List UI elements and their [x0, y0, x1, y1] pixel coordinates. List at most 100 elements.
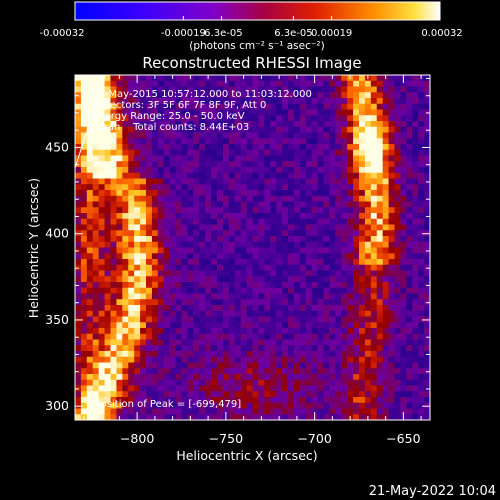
heatmap-cell	[234, 253, 242, 260]
heatmap-cell	[246, 379, 254, 387]
heatmap-cell	[394, 345, 402, 352]
heatmap-cell	[187, 184, 194, 191]
heatmap-cell	[341, 374, 348, 381]
heatmap-cell	[376, 190, 384, 197]
heatmap-cell	[329, 259, 336, 266]
heatmap-cell	[228, 374, 236, 381]
heatmap-cell	[406, 316, 413, 323]
heatmap-cell	[122, 155, 129, 162]
heatmap-cell	[122, 213, 129, 220]
heatmap-cell	[282, 190, 289, 197]
heatmap-cell	[293, 287, 301, 295]
heatmap-cell	[364, 264, 372, 272]
heatmap-cell	[80, 408, 88, 415]
heatmap-cell	[400, 264, 407, 272]
heatmap-cell	[364, 207, 372, 214]
heatmap-cell	[252, 167, 260, 174]
heatmap-cell	[199, 207, 206, 214]
heatmap-cell	[382, 264, 390, 272]
heatmap-cell	[317, 305, 325, 312]
heatmap-cell	[359, 184, 366, 191]
heatmap-cell	[364, 374, 372, 381]
heatmap-cell	[228, 161, 236, 168]
heatmap-cell	[288, 230, 295, 237]
heatmap-cell	[86, 230, 94, 237]
heatmap-cell	[80, 259, 88, 266]
heatmap-cell	[116, 322, 123, 329]
heatmap-cell	[305, 264, 313, 272]
heatmap-cell	[400, 121, 407, 128]
heatmap-cell	[264, 115, 271, 122]
heatmap-cell	[376, 299, 384, 306]
heatmap-cell	[270, 184, 277, 191]
heatmap-cell	[175, 218, 183, 226]
heatmap-cell	[353, 287, 360, 295]
heatmap-cell	[252, 161, 260, 168]
heatmap-cell	[86, 408, 94, 415]
heatmap-cell	[122, 195, 129, 203]
heatmap-cell	[270, 356, 277, 364]
heatmap-cell	[258, 397, 265, 404]
heatmap-cell	[341, 356, 348, 364]
heatmap-cell	[276, 397, 283, 404]
heatmap-cell	[151, 247, 159, 254]
heatmap-cell	[299, 109, 307, 116]
heatmap-cell	[228, 167, 236, 174]
heatmap-cell	[329, 80, 336, 88]
heatmap-cell	[323, 98, 331, 105]
heatmap-cell	[323, 391, 331, 398]
heatmap-cell	[140, 270, 147, 277]
heatmap-cell	[299, 144, 307, 151]
heatmap-cell	[353, 351, 360, 358]
heatmap-cell	[116, 121, 123, 128]
heatmap-cell	[412, 299, 419, 306]
heatmap-cell	[370, 282, 378, 289]
heatmap-cell	[187, 305, 194, 312]
heatmap-cell	[104, 195, 112, 203]
heatmap-cell	[299, 121, 307, 128]
heatmap-cell	[418, 121, 425, 128]
heatmap-cell	[169, 264, 177, 272]
heatmap-cell	[370, 224, 378, 231]
heatmap-cell	[270, 270, 277, 277]
heatmap-cell	[388, 195, 396, 203]
heatmap-cell	[359, 190, 366, 197]
heatmap-cell	[187, 379, 194, 387]
heatmap-cell	[299, 155, 307, 162]
heatmap-cell	[146, 316, 153, 323]
heatmap-cell	[323, 190, 331, 197]
heatmap-cell	[146, 132, 153, 139]
heatmap-cell	[211, 362, 218, 369]
heatmap-cell	[299, 247, 307, 254]
heatmap-cell	[151, 218, 159, 226]
heatmap-cell	[240, 86, 248, 93]
heatmap-cell	[205, 408, 212, 415]
heatmap-cell	[353, 414, 360, 420]
heatmap-cell	[335, 98, 342, 105]
heatmap-cell	[353, 132, 360, 139]
heatmap-cell	[80, 201, 88, 208]
heatmap-cell	[217, 379, 224, 387]
heatmap-cell	[181, 368, 189, 375]
heatmap-cell	[264, 103, 271, 111]
heatmap-cell	[276, 253, 283, 260]
heatmap-cell	[376, 178, 384, 185]
heatmap-cell	[222, 236, 230, 243]
heatmap-cell	[157, 293, 165, 300]
heatmap-cell	[406, 402, 413, 410]
heatmap-cell	[246, 86, 254, 93]
heatmap-cell	[246, 80, 254, 88]
heatmap-cell	[199, 138, 206, 145]
heatmap-cell	[205, 213, 212, 220]
heatmap-cell	[388, 86, 396, 93]
heatmap-cell	[370, 115, 378, 122]
heatmap-cell	[418, 115, 425, 122]
heatmap-cell	[134, 115, 141, 122]
heatmap-cell	[169, 287, 177, 295]
heatmap-cell	[293, 310, 301, 318]
heatmap-cell	[228, 253, 236, 260]
heatmap-cell	[211, 224, 218, 231]
heatmap-cell	[146, 391, 153, 398]
heatmap-cell	[424, 115, 430, 122]
heatmap-cell	[370, 213, 378, 220]
